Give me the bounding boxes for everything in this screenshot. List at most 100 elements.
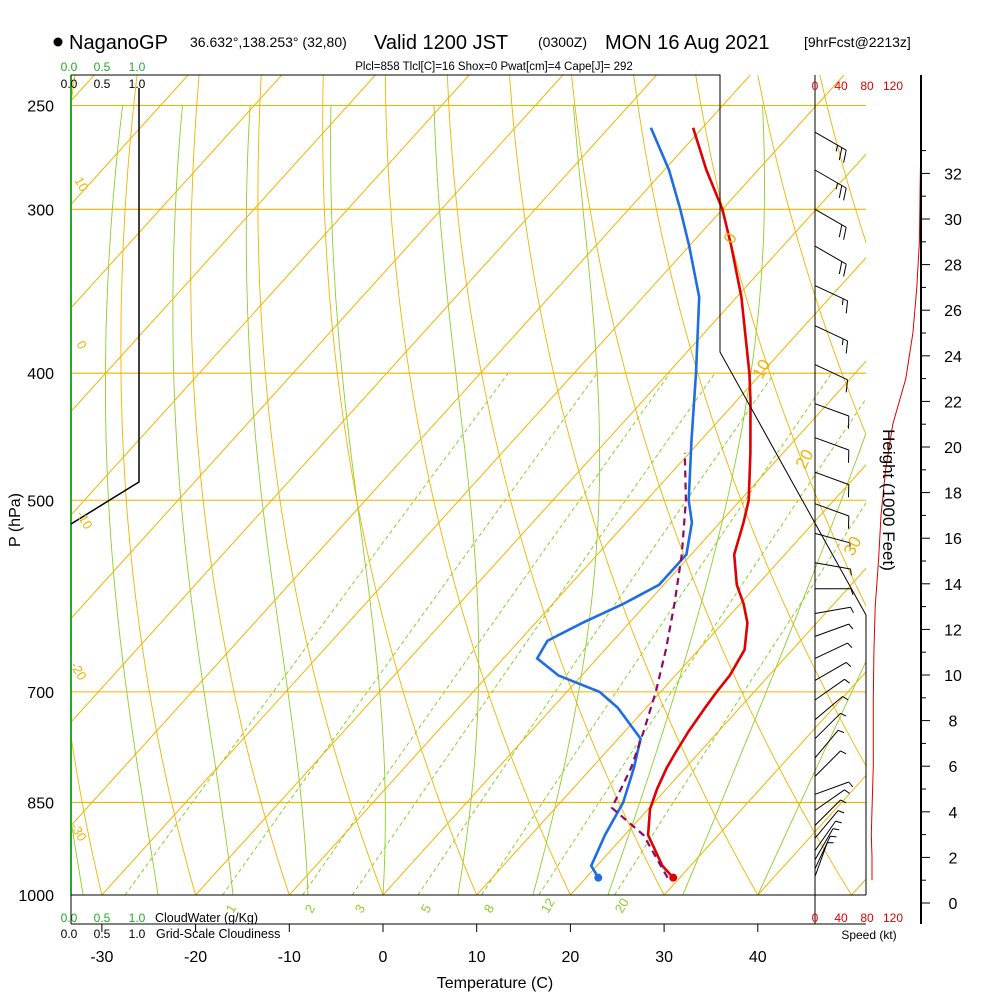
mixing-ratio-line <box>124 372 509 895</box>
height-tick-label: 26 <box>944 303 962 320</box>
moist-adiabat <box>607 105 765 895</box>
x-axis-title: Temperature (C) <box>437 975 553 992</box>
height-tick-label: 4 <box>949 805 958 822</box>
valid-date: MON 16 Aug 2021 <box>605 32 770 54</box>
isotherm-line <box>476 464 866 895</box>
wind-barb <box>814 285 849 314</box>
mixing-ratio-label: 8 <box>481 902 498 916</box>
wind-barb <box>814 364 849 393</box>
mixing-ratio-line <box>538 398 866 895</box>
isotherm-line <box>71 75 283 309</box>
speed-top-tick: 120 <box>883 79 903 93</box>
wind-barb <box>814 678 850 701</box>
isotherm-line <box>757 774 866 895</box>
isotherm-line <box>663 671 866 895</box>
wind-barb <box>814 437 850 463</box>
valid-time: Valid 1200 JST <box>374 32 508 54</box>
speed-bottom-tick: 80 <box>860 911 874 925</box>
isotherm-label: 0 <box>73 338 90 352</box>
mixing-ratio-line <box>417 372 775 895</box>
x-tick-label: 20 <box>562 949 580 966</box>
sounding-profiles <box>535 127 752 882</box>
isotherm-line <box>71 75 377 413</box>
forecast-info: [9hrFcst@2213z] <box>804 34 911 50</box>
isotherm-line <box>288 257 866 895</box>
height-tick-label: 16 <box>944 531 962 548</box>
moist-adiabat <box>330 105 386 895</box>
speed-bottom-tick: 40 <box>834 911 848 925</box>
mixing-ratio-label: 12 <box>538 895 558 915</box>
height-tick-label: 28 <box>944 258 962 275</box>
wind-barb <box>814 799 847 826</box>
wind-barb <box>814 471 850 498</box>
station-coords: 36.632°,138.253° (32,80) <box>190 34 347 50</box>
speed-top-tick: 40 <box>834 79 848 93</box>
mixing-ratio-label: 20 <box>612 895 632 915</box>
wind-barb <box>814 208 847 240</box>
dry-adiabat <box>384 75 571 895</box>
cloud-water-top-tick: 0.0 <box>61 60 78 74</box>
wind-barb <box>814 642 853 659</box>
height-tick-label: 18 <box>944 486 962 503</box>
pressure-tick-label: 300 <box>27 202 54 219</box>
moist-adiabat <box>172 105 234 895</box>
height-tick-label: 10 <box>944 668 962 685</box>
dry-adiabat <box>571 75 853 895</box>
wind-barb <box>814 606 854 614</box>
height-tick-label: 12 <box>944 622 962 639</box>
station-dot-icon <box>53 37 63 47</box>
dry-adiabat-lines <box>71 75 866 895</box>
speed-top-tick: 0 <box>812 79 819 93</box>
isotherm-label: 10 <box>71 174 91 194</box>
isotherm-label: 30 <box>840 533 866 559</box>
isobar-lines <box>71 104 866 896</box>
dry-adiabat <box>633 75 866 767</box>
height-tick-label: 6 <box>949 759 958 776</box>
x-tick-label: 40 <box>749 949 767 966</box>
mixing-ratio-line <box>481 372 833 895</box>
isotherm-label: 20 <box>792 446 818 472</box>
dry-adiabat <box>190 75 290 895</box>
cloudiness-bottom-tick: 0.0 <box>61 927 78 941</box>
height-tick-label: 14 <box>944 577 962 594</box>
x-tick-label: -30 <box>90 949 113 966</box>
height-tick-label: 22 <box>944 394 962 411</box>
wind-barb <box>814 696 849 721</box>
isotherm-line <box>71 75 96 102</box>
mixing-ratio-label: 2 <box>302 902 319 916</box>
utc-time: (0300Z) <box>538 34 587 50</box>
x-tick-label: 10 <box>468 949 486 966</box>
wind-barb <box>815 588 854 595</box>
height-tick-label: 20 <box>944 440 962 457</box>
isotherm-line <box>195 153 866 895</box>
wind-barb <box>814 661 852 681</box>
cloud-water-top-tick: 0.5 <box>94 60 111 74</box>
cloudiness-line <box>70 88 140 525</box>
pressure-tick-label: 850 <box>27 795 54 812</box>
pressure-tick-label: 700 <box>27 685 54 702</box>
wind-barb <box>814 712 847 740</box>
height-tick-label: 2 <box>949 850 958 867</box>
cloudiness-label: Grid-Scale Cloudiness <box>156 927 280 941</box>
cloudiness-top-tick: 0.0 <box>61 77 78 91</box>
wind-barb <box>814 789 850 811</box>
cloud-water-bottom-tick: 1.0 <box>129 911 146 925</box>
wind-barb <box>814 325 849 354</box>
speed-bottom-tick: 0 <box>812 911 819 925</box>
cloud-water-top-tick: 1.0 <box>129 60 146 74</box>
wind-barb <box>814 403 850 429</box>
dry-adiabat <box>257 75 384 895</box>
moist-adiabat <box>104 105 159 895</box>
isotherm-line <box>71 75 751 827</box>
x-tick-label: 0 <box>379 949 388 966</box>
temperature-line <box>646 127 752 879</box>
isotherm-line <box>570 567 866 895</box>
moist-adiabat <box>245 105 309 895</box>
cloud-water-bottom-tick: 0.5 <box>94 911 111 925</box>
surface-temperature-dot <box>669 873 678 882</box>
height-tick-label: 24 <box>944 349 962 366</box>
moist-adiabat <box>532 105 601 895</box>
x-tick-label: -20 <box>184 949 207 966</box>
wind-barb <box>814 729 845 759</box>
